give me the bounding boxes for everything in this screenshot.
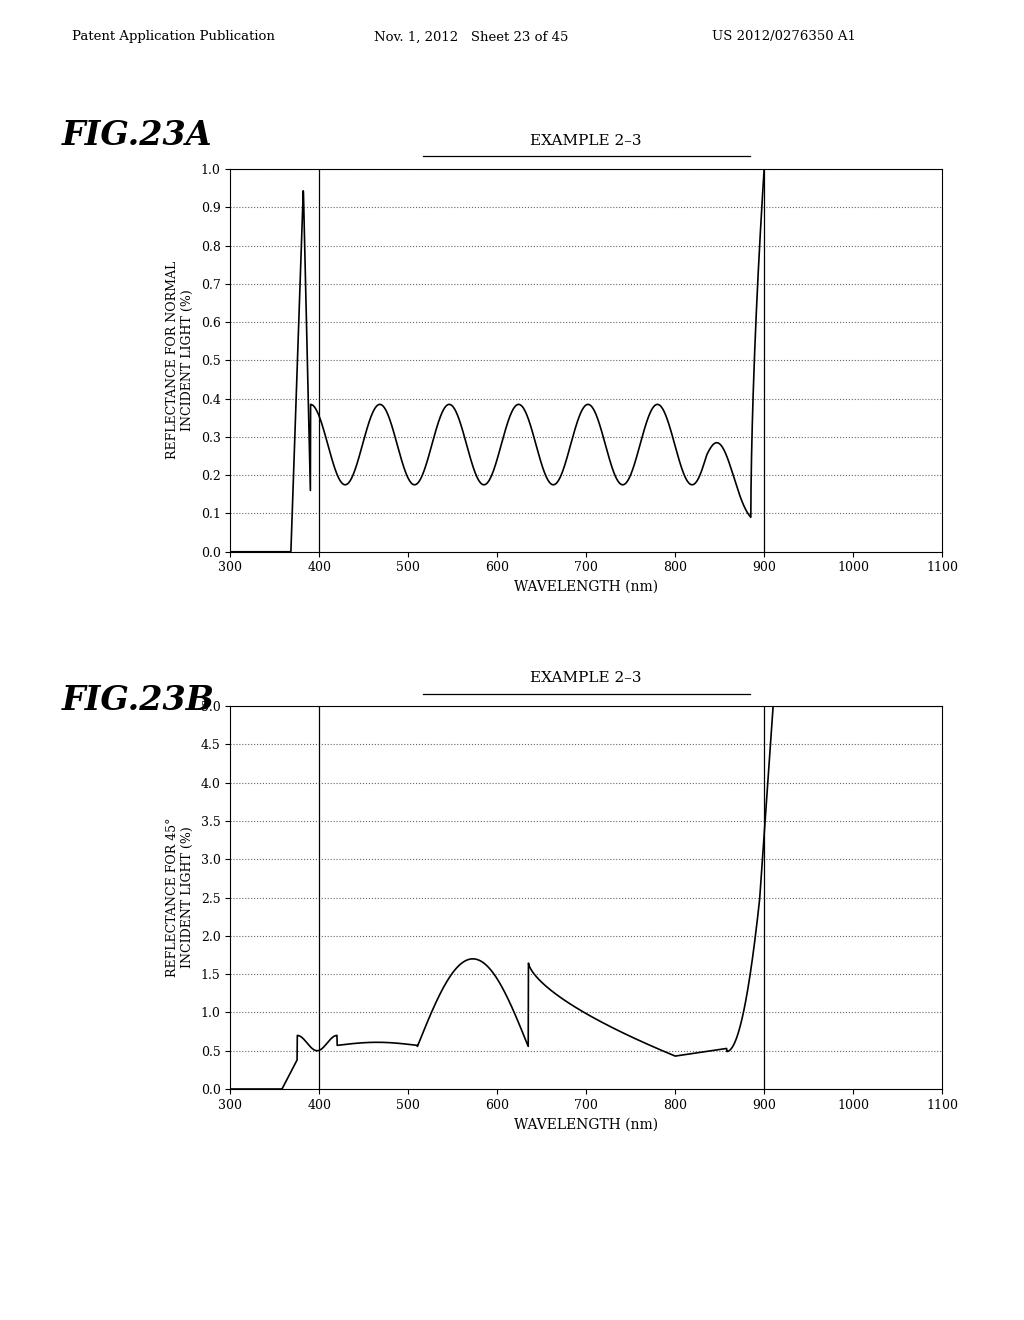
Y-axis label: REFLECTANCE FOR 45°
INCIDENT LIGHT (%): REFLECTANCE FOR 45° INCIDENT LIGHT (%)	[166, 818, 194, 977]
X-axis label: WAVELENGTH (nm): WAVELENGTH (nm)	[514, 579, 658, 594]
Text: Patent Application Publication: Patent Application Publication	[72, 30, 274, 44]
Y-axis label: REFLECTANCE FOR NORMAL
INCIDENT LIGHT (%): REFLECTANCE FOR NORMAL INCIDENT LIGHT (%…	[166, 261, 194, 459]
Text: Nov. 1, 2012   Sheet 23 of 45: Nov. 1, 2012 Sheet 23 of 45	[374, 30, 568, 44]
Text: US 2012/0276350 A1: US 2012/0276350 A1	[712, 30, 856, 44]
Text: FIG.23B: FIG.23B	[61, 684, 214, 717]
X-axis label: WAVELENGTH (nm): WAVELENGTH (nm)	[514, 1117, 658, 1131]
Text: FIG.23A: FIG.23A	[61, 119, 212, 152]
Text: EXAMPLE 2–3: EXAMPLE 2–3	[530, 671, 642, 685]
Text: EXAMPLE 2–3: EXAMPLE 2–3	[530, 133, 642, 148]
